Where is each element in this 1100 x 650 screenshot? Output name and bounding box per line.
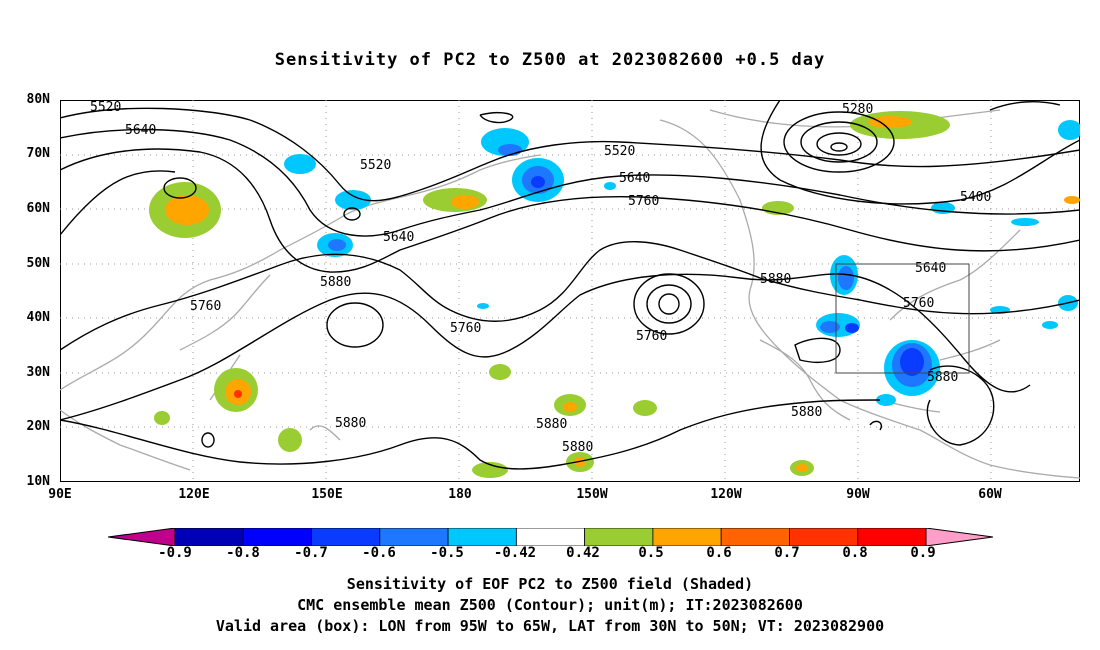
sensitivity-shading bbox=[149, 111, 1080, 478]
contour-label: 5760 bbox=[628, 194, 659, 209]
colorbar-segment bbox=[789, 527, 859, 547]
contour-label: 5640 bbox=[915, 261, 946, 276]
lon-label-60w: 60W bbox=[978, 487, 1002, 502]
colorbar-label: -0.7 bbox=[294, 545, 328, 561]
lon-label-120e: 120E bbox=[178, 487, 210, 502]
colorbar-extend-low bbox=[107, 527, 176, 547]
lon-label-90w: 90W bbox=[846, 487, 870, 502]
caption-contour: CMC ensemble mean Z500 (Contour); unit(m… bbox=[297, 596, 803, 614]
colorbar-label: 0.6 bbox=[706, 545, 732, 561]
contour-label: 5760 bbox=[636, 329, 667, 344]
lat-label-30n: 30N bbox=[26, 365, 50, 380]
contour-label: 5520 bbox=[360, 158, 391, 173]
caption-shaded: Sensitivity of EOF PC2 to Z500 field (Sh… bbox=[346, 575, 754, 593]
contour-label: 5760 bbox=[450, 321, 481, 336]
map-svg: 5520 5640 5520 5640 5880 5760 5520 5640 … bbox=[60, 100, 1080, 482]
contour-label: 5880 bbox=[536, 417, 567, 432]
contour-label: 5640 bbox=[383, 230, 414, 245]
lat-label-50n: 50N bbox=[26, 256, 50, 271]
colorbar-label: 0.8 bbox=[842, 545, 868, 561]
colorbar-extend-high bbox=[925, 527, 994, 547]
caption-valid-area: Valid area (box): LON from 95W to 65W, L… bbox=[215, 617, 885, 635]
contour-label: 5520 bbox=[90, 100, 121, 115]
colorbar-segment bbox=[311, 527, 381, 547]
lat-label-80n: 80N bbox=[26, 92, 50, 107]
lat-label-60n: 60N bbox=[26, 201, 50, 216]
lon-label-90e: 90E bbox=[48, 487, 72, 502]
colorbar-label: -0.42 bbox=[493, 545, 537, 561]
colorbar-segment bbox=[720, 527, 790, 547]
map-panel: 5520 5640 5520 5640 5880 5760 5520 5640 … bbox=[60, 100, 1080, 482]
coastlines bbox=[60, 109, 1080, 479]
colorbar-segment bbox=[515, 527, 586, 547]
colorbar-segment bbox=[857, 527, 927, 547]
colorbar-label: 0.42 bbox=[566, 545, 600, 561]
contour-label: 5880 bbox=[927, 370, 958, 385]
contour-label: 5880 bbox=[562, 440, 593, 455]
lat-label-10n: 10N bbox=[26, 474, 50, 489]
contour-labels: 5520 5640 5520 5640 5880 5760 5520 5640 … bbox=[90, 100, 991, 455]
contour-label: 5520 bbox=[604, 144, 635, 159]
lat-label-20n: 20N bbox=[26, 419, 50, 434]
colorbar-label: -0.6 bbox=[362, 545, 396, 561]
contour-label: 5880 bbox=[791, 405, 822, 420]
lon-label-120w: 120W bbox=[710, 487, 742, 502]
figure-captions: Sensitivity of EOF PC2 to Z500 field (Sh… bbox=[0, 574, 1100, 637]
contour-label: 5400 bbox=[960, 190, 991, 205]
lat-label-70n: 70N bbox=[26, 146, 50, 161]
colorbar-segment bbox=[242, 527, 312, 547]
colorbar-svg bbox=[107, 527, 994, 547]
contour-label: 5880 bbox=[320, 275, 351, 290]
contour-label: 5760 bbox=[903, 296, 934, 311]
colorbar bbox=[107, 527, 994, 547]
contour-label: 5640 bbox=[125, 123, 156, 138]
lon-label-180: 180 bbox=[448, 487, 472, 502]
chart-title: Sensitivity of PC2 to Z500 at 2023082600… bbox=[274, 50, 826, 70]
colorbar-label: -0.5 bbox=[430, 545, 464, 561]
colorbar-label: 0.7 bbox=[774, 545, 800, 561]
colorbar-label: -0.9 bbox=[158, 545, 192, 561]
colorbar-segment bbox=[584, 527, 654, 547]
graticule bbox=[60, 100, 1080, 482]
lat-label-40n: 40N bbox=[26, 310, 50, 325]
colorbar-segment bbox=[174, 527, 244, 547]
valid-area-box bbox=[835, 263, 970, 374]
colorbar-segment bbox=[447, 527, 517, 547]
contour-label: 5280 bbox=[842, 102, 873, 117]
contour-label: 5880 bbox=[335, 416, 366, 431]
lon-label-150w: 150W bbox=[576, 487, 608, 502]
colorbar-segment bbox=[652, 527, 722, 547]
colorbar-label: 0.9 bbox=[910, 545, 936, 561]
colorbar-segment bbox=[379, 527, 449, 547]
colorbar-label: -0.8 bbox=[226, 545, 260, 561]
colorbar-label: 0.5 bbox=[638, 545, 664, 561]
contour-label: 5640 bbox=[619, 171, 650, 186]
contour-label: 5760 bbox=[190, 299, 221, 314]
contour-label: 5880 bbox=[760, 272, 791, 287]
z500-contours bbox=[60, 100, 1080, 470]
lon-label-150e: 150E bbox=[311, 487, 343, 502]
